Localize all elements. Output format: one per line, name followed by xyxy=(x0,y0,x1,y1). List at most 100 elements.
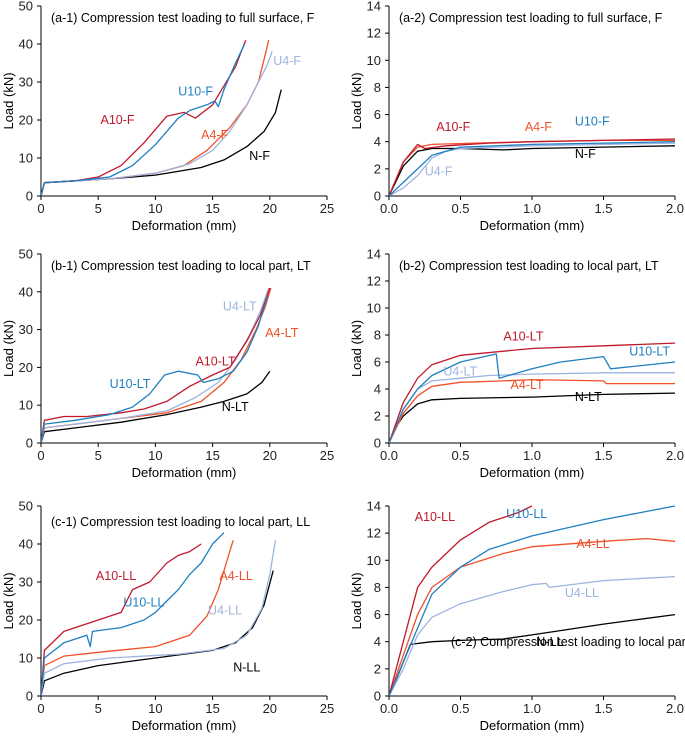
series-line-n-ll xyxy=(389,613,675,696)
series-line-u10-lt xyxy=(41,295,269,443)
series-label-u4-ll: U4-LL xyxy=(565,586,599,600)
series-label-n-f: N-F xyxy=(575,147,596,161)
y-tick-label: 6 xyxy=(374,107,381,122)
series-label-a4-f: A4-F xyxy=(525,120,552,134)
y-tick-label: 6 xyxy=(374,607,381,622)
y-axis-label: Load (kN) xyxy=(1,320,16,377)
chart-title: (c-1) Compression test loading to local … xyxy=(51,515,310,529)
series-label-a4-lt: A4-LT xyxy=(265,326,298,340)
x-tick-label: 0.5 xyxy=(451,448,469,463)
series-label-u10-ll: U10-LL xyxy=(123,596,164,610)
y-tick-label: 10 xyxy=(19,398,33,413)
y-tick-label: 2 xyxy=(374,409,381,424)
series-label-a10-f: A10-F xyxy=(100,113,134,127)
y-tick-label: 12 xyxy=(367,526,381,541)
chart-panel-c-1: 0 5 10 15 20 25 0 10 20 30 40 50 Deformation (mm) Loa… xyxy=(1,499,334,734)
series-label-a10-lt: A10-LT xyxy=(503,329,543,343)
x-tick-label: 15 xyxy=(205,448,219,463)
y-tick-label: 14 xyxy=(367,247,381,262)
y-axis-label: Load (kN) xyxy=(1,72,16,129)
chart-title: (b-1) Compression test loading to local … xyxy=(51,259,311,273)
x-tick-label: 1.0 xyxy=(523,701,541,716)
series-line-u4-lt xyxy=(41,287,270,443)
y-tick-label: 30 xyxy=(19,75,33,90)
chart-panel-b-2: 0.0 0.5 1.0 1.5 2.0 0 2 4 6 8 10 12 14 Deformation (m… xyxy=(349,247,684,481)
x-tick-label: 2.0 xyxy=(666,701,684,716)
x-axis-label: Deformation (mm) xyxy=(132,465,237,480)
x-tick-label: 0.0 xyxy=(380,701,398,716)
x-axis-label: Deformation (mm) xyxy=(132,718,237,733)
x-tick-label: 20 xyxy=(263,448,277,463)
y-tick-label: 0 xyxy=(26,436,33,451)
series-label-a10-lt: A10-LT xyxy=(195,355,235,369)
series-line-n-lt xyxy=(389,392,675,443)
series-label-u4-ll: U4-LL xyxy=(208,603,242,617)
x-tick-label: 0.5 xyxy=(451,701,469,716)
x-tick-label: 0 xyxy=(37,201,44,216)
y-tick-label: 50 xyxy=(19,247,33,262)
series-line-n-lt xyxy=(41,370,271,443)
y-tick-label: 30 xyxy=(19,322,33,337)
y-tick-label: 10 xyxy=(367,53,381,68)
y-tick-label: 40 xyxy=(19,37,33,52)
series-line-u4-ll xyxy=(389,575,675,696)
series-label-u10-f: U10-F xyxy=(178,84,213,98)
x-tick-label: 5 xyxy=(95,448,102,463)
x-tick-label: 2.0 xyxy=(666,448,684,463)
x-tick-label: 15 xyxy=(205,701,219,716)
x-tick-label: 1.0 xyxy=(523,201,541,216)
y-tick-label: 4 xyxy=(374,134,381,149)
chart-panel-c-2: 0.0 0.5 1.0 1.5 2.0 0 2 4 6 8 10 12 14 Deformation (m… xyxy=(349,499,685,734)
chart-title: (a-2) Compression test loading to full s… xyxy=(399,11,663,25)
series-line-a10-f xyxy=(41,39,247,196)
x-tick-label: 10 xyxy=(148,448,162,463)
y-tick-label: 20 xyxy=(19,113,33,128)
x-tick-label: 0.0 xyxy=(380,448,398,463)
series-line-a10-ll xyxy=(41,543,202,696)
series-label-a4-ll: A4-LL xyxy=(219,569,252,583)
series-label-n-ll: N-LL xyxy=(536,635,563,649)
series-label-n-ll: N-LL xyxy=(233,660,260,674)
series-line-u10-ll xyxy=(389,505,675,696)
series-label-n-f: N-F xyxy=(249,149,270,163)
y-tick-label: 4 xyxy=(374,634,381,649)
y-tick-label: 30 xyxy=(19,575,33,590)
y-tick-label: 0 xyxy=(374,689,381,704)
series-label-u10-lt: U10-LT xyxy=(110,377,151,391)
x-axis-label: Deformation (mm) xyxy=(480,718,585,733)
series-label-a10-ll: A10-LL xyxy=(415,510,455,524)
y-tick-label: 8 xyxy=(374,328,381,343)
y-tick-label: 10 xyxy=(367,553,381,568)
series-label-n-lt: N-LT xyxy=(575,390,602,404)
y-tick-label: 6 xyxy=(374,355,381,370)
series-label-n-lt: N-LT xyxy=(222,400,249,414)
y-tick-label: 10 xyxy=(19,151,33,166)
series-label-u10-lt: U10-LT xyxy=(629,344,670,358)
chart-title: (a-1) Compression test loading to full s… xyxy=(51,11,315,25)
series-line-a10-lt xyxy=(389,342,675,443)
chart-panel-a-1: 0 5 10 15 20 25 0 10 20 30 40 50 Deformation (mm) Loa… xyxy=(1,0,334,233)
series-label-u4-lt: U4-LT xyxy=(443,365,477,379)
series-label-u10-ll: U10-LL xyxy=(506,507,547,521)
x-axis-label: Deformation (mm) xyxy=(480,465,585,480)
y-tick-label: 20 xyxy=(19,360,33,375)
series-line-u10-ll xyxy=(41,532,225,696)
chart-panel-b-1: 0 5 10 15 20 25 0 10 20 30 40 50 Deformation (mm) Loa… xyxy=(1,247,334,481)
y-tick-label: 40 xyxy=(19,537,33,552)
series-line-a4-lt xyxy=(389,378,675,443)
x-tick-label: 20 xyxy=(263,701,277,716)
series-line-a4-ll xyxy=(389,537,675,696)
x-tick-label: 1.5 xyxy=(594,201,612,216)
x-axis-label: Deformation (mm) xyxy=(132,218,237,233)
series-line-u10-lt xyxy=(389,353,675,443)
x-tick-label: 1.0 xyxy=(523,448,541,463)
series-line-a10-f xyxy=(389,138,675,196)
y-tick-label: 20 xyxy=(19,613,33,628)
y-tick-label: 8 xyxy=(374,80,381,95)
y-axis-label: Load (kN) xyxy=(349,320,364,377)
x-tick-label: 20 xyxy=(263,201,277,216)
x-tick-label: 2.0 xyxy=(666,201,684,216)
series-line-u10-f xyxy=(41,43,246,196)
chart-title: (b-2) Compression test loading to local … xyxy=(399,259,659,273)
series-label-u10-f: U10-F xyxy=(575,114,610,128)
